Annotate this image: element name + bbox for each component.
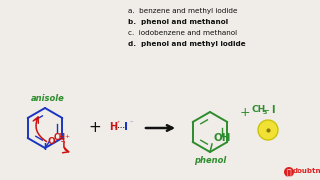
- Circle shape: [258, 120, 278, 140]
- Text: –: –: [263, 105, 269, 115]
- Text: OH: OH: [213, 133, 230, 143]
- Text: O: O: [47, 136, 55, 145]
- Text: ⁻: ⁻: [130, 121, 133, 126]
- Text: I: I: [271, 105, 275, 115]
- Text: d.  phenol and methyl iodide: d. phenol and methyl iodide: [128, 41, 246, 47]
- Text: H: H: [109, 122, 117, 132]
- Text: +: +: [89, 120, 101, 136]
- Text: c.  iodobenzene and methanol: c. iodobenzene and methanol: [128, 30, 237, 36]
- Text: a.  benzene and methyl iodide: a. benzene and methyl iodide: [128, 8, 237, 14]
- Text: ⁻: ⁻: [47, 147, 49, 152]
- Text: ⁺: ⁺: [117, 121, 120, 126]
- Text: 3: 3: [263, 109, 268, 114]
- Text: ด: ด: [287, 168, 291, 177]
- Text: +: +: [240, 107, 250, 120]
- Text: +: +: [64, 134, 69, 138]
- Text: doubtnut: doubtnut: [293, 168, 320, 174]
- Text: anisole: anisole: [31, 94, 65, 103]
- Text: CH: CH: [252, 105, 266, 114]
- Text: I: I: [44, 143, 46, 152]
- Text: b.  phenol and methanol: b. phenol and methanol: [128, 19, 228, 25]
- Text: CH: CH: [54, 134, 66, 143]
- Circle shape: [284, 167, 294, 177]
- Text: 3: 3: [61, 138, 65, 143]
- Text: I: I: [124, 122, 128, 132]
- Text: phenol: phenol: [194, 156, 226, 165]
